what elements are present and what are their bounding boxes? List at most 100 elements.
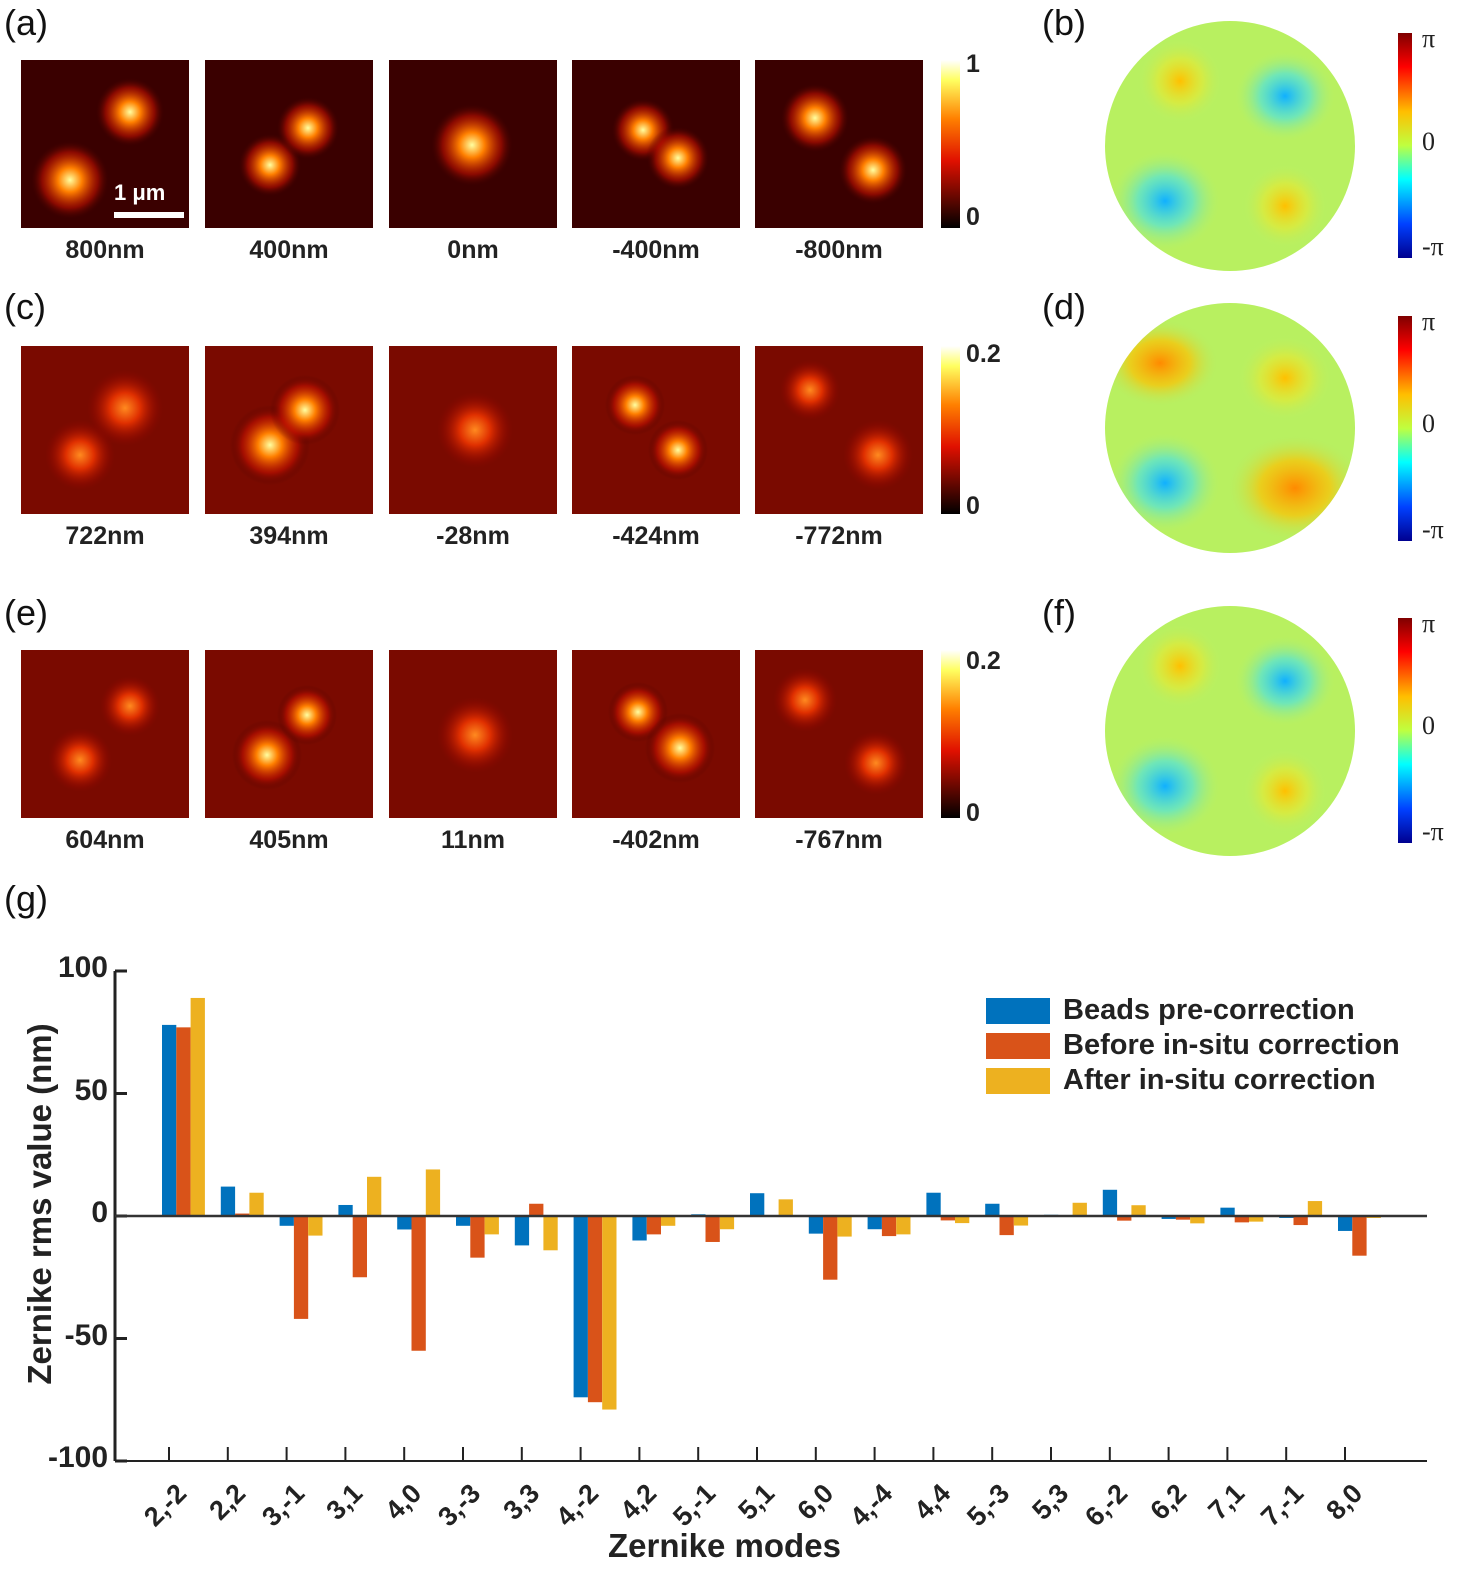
- colorbar-c-max: 0.2: [966, 340, 1001, 368]
- bar-2-6,-2: [1131, 1205, 1146, 1216]
- colorbar-e-min: 0: [966, 799, 980, 827]
- y-tick-label: 0: [91, 1196, 108, 1229]
- bar-0-6,-2: [1102, 1189, 1118, 1216]
- y-tick-label: 50: [74, 1073, 108, 1107]
- psf-caption: 11nm: [441, 826, 505, 854]
- bar-2-3,1: [367, 1176, 382, 1216]
- bar-0-3,-3: [456, 1216, 471, 1226]
- panel-label-a: (a): [4, 2, 48, 43]
- bar-0-2,2: [220, 1186, 236, 1216]
- bar-1-2,-2: [176, 1027, 191, 1216]
- bar-0-7,1: [1220, 1207, 1235, 1216]
- bar-0-6,0: [808, 1216, 824, 1234]
- colorbar-e-max: 0.2: [966, 647, 1001, 675]
- bar-2-4,2: [661, 1216, 676, 1226]
- bar-1-3,1: [352, 1216, 367, 1278]
- bar-2-2,-2: [190, 997, 205, 1216]
- psf-caption: 0nm: [447, 236, 499, 264]
- legend-swatch: [986, 1068, 1050, 1094]
- psf-spot: [648, 420, 708, 480]
- bar-1-5,-3: [999, 1216, 1014, 1236]
- bar-2-4,-4: [896, 1216, 911, 1235]
- colorbar-a-min: 0: [966, 203, 980, 231]
- scalebar-label: 1 μm: [114, 180, 166, 205]
- phase-max: π: [1422, 307, 1436, 336]
- bar-1-4,-2: [587, 1216, 603, 1403]
- bar-2-6,2: [1190, 1216, 1205, 1224]
- bar-0-3,-1: [279, 1216, 294, 1226]
- psf-spot: [430, 103, 514, 187]
- psf-caption: -772nm: [795, 522, 883, 550]
- bar-1-6,2: [1175, 1216, 1191, 1220]
- psf-image-e-0: [21, 650, 189, 818]
- psf-spot: [276, 96, 340, 160]
- phase-map: [1105, 303, 1355, 553]
- psf-spot: [87, 370, 163, 446]
- scalebar: [114, 212, 184, 218]
- legend-label: After in-situ correction: [1063, 1064, 1376, 1096]
- panel-label-d: (d): [1042, 286, 1086, 327]
- intensity-colorbar: [941, 650, 960, 818]
- y-tick-label: -100: [47, 1441, 108, 1474]
- bar-2-3,3: [543, 1216, 558, 1251]
- psf-caption: -767nm: [795, 826, 883, 854]
- psf-spot: [843, 420, 913, 490]
- bar-2-5,3: [1072, 1202, 1087, 1216]
- bar-1-4,2: [646, 1216, 661, 1235]
- bar-1-8,0: [1352, 1216, 1367, 1256]
- phase-zero: 0: [1422, 711, 1435, 740]
- psf-spot: [844, 731, 908, 795]
- intensity-colorbar: [941, 60, 960, 228]
- legend-swatch: [986, 998, 1050, 1024]
- phase-min: -π: [1422, 515, 1444, 544]
- psf-caption: 722nm: [65, 522, 145, 550]
- x-axis-label: Zernike modes: [608, 1527, 841, 1564]
- bar-0-5,-3: [985, 1203, 1000, 1216]
- y-tick-label: -50: [64, 1318, 108, 1352]
- bar-2-2,2: [249, 1192, 264, 1216]
- legend-label: Beads pre-correction: [1063, 994, 1355, 1026]
- bar-2-3,-1: [308, 1216, 323, 1236]
- bar-2-4,4: [955, 1216, 970, 1224]
- panel-label-c: (c): [4, 286, 46, 327]
- bar-1-6,0: [823, 1216, 838, 1280]
- y-tick-label: 100: [57, 951, 108, 984]
- psf-caption: -28nm: [436, 522, 510, 550]
- bar-2-4,-2: [602, 1216, 617, 1410]
- phase-map: [1105, 21, 1355, 271]
- phase-max: π: [1422, 609, 1436, 638]
- bar-2-5,-3: [1013, 1216, 1029, 1226]
- bar-2-7,1: [1249, 1216, 1264, 1222]
- phase-colorbar: [1398, 316, 1412, 541]
- phase-zero: 0: [1422, 127, 1435, 156]
- phase-colorbar: [1398, 33, 1412, 258]
- psf-caption: -402nm: [612, 826, 700, 854]
- bar-1-4,4: [940, 1216, 955, 1221]
- bar-2-3,-3: [484, 1216, 499, 1235]
- bar-1-3,3: [529, 1203, 544, 1216]
- colorbar-a-max: 1: [966, 50, 980, 78]
- psf-caption: 604nm: [65, 826, 145, 854]
- bar-0-8,0: [1338, 1216, 1353, 1231]
- bar-2-4,0: [425, 1169, 441, 1216]
- legend-swatch: [986, 1033, 1050, 1059]
- psf-spot: [838, 135, 908, 205]
- psf-spot: [270, 375, 340, 445]
- colorbar-c-min: 0: [966, 492, 980, 520]
- bar-2-5,-1: [719, 1216, 735, 1230]
- psf-caption: 394nm: [249, 522, 329, 550]
- psf-spot: [437, 697, 513, 773]
- psf-spot: [100, 676, 160, 736]
- psf-spot: [605, 375, 665, 435]
- phase-map: [1105, 606, 1355, 856]
- bar-0-4,-2: [573, 1216, 588, 1398]
- intensity-colorbar: [941, 346, 960, 514]
- psf-spot: [95, 77, 165, 147]
- psf-spot: [773, 668, 837, 732]
- psf-image-e-4: [755, 650, 923, 818]
- psf-caption: -400nm: [612, 236, 700, 264]
- panel-label-b: (b): [1042, 2, 1086, 43]
- phase-zero: 0: [1422, 409, 1435, 438]
- psf-spot: [48, 728, 112, 792]
- bar-1-7,1: [1234, 1216, 1249, 1223]
